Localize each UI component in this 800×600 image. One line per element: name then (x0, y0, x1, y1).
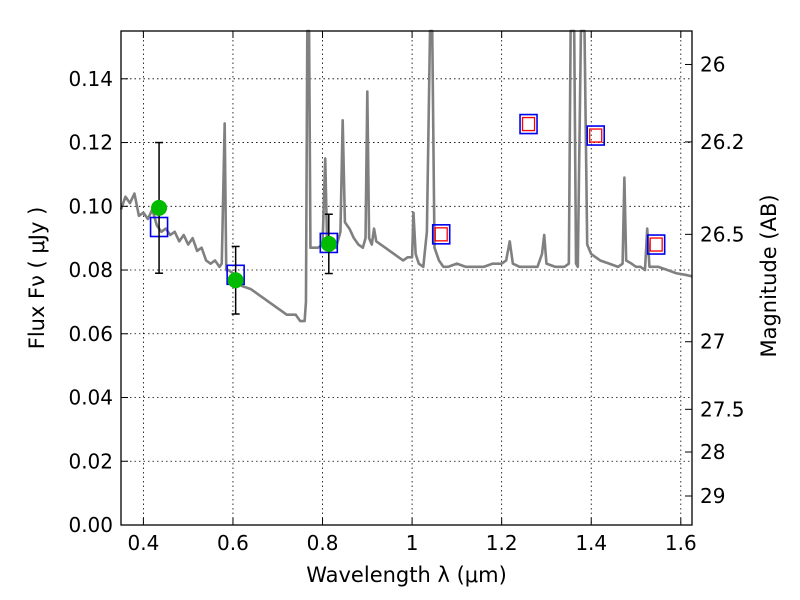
y2-tick-label: 28 (700, 440, 725, 464)
y-tick-label: 0.04 (68, 386, 113, 410)
x-tick-label: 0.6 (217, 531, 249, 555)
y-tick-label: 0.02 (68, 449, 113, 473)
grid (121, 31, 692, 526)
markers-layer (149, 113, 666, 315)
x-tick-label: 1.6 (665, 531, 697, 555)
y2-tick-label: 26 (700, 52, 725, 76)
x-tick-label: 1.4 (575, 531, 607, 555)
spectrum-layer (119, 29, 693, 323)
upper-limit-square (586, 125, 606, 146)
plot-frame (120, 30, 693, 526)
y-tick-label: 0.06 (68, 322, 113, 346)
y2-tick-label: 26.2 (700, 130, 745, 154)
x-axis-label: Wavelength λ (μm) (306, 563, 507, 587)
photometry-point (320, 235, 337, 252)
y2-tick-label: 26.5 (700, 222, 745, 246)
y2-tick-label: 27 (700, 330, 725, 354)
upper-limit-inner-square (434, 227, 448, 242)
upper-limit-square (646, 234, 666, 255)
y-tick-label: 0.12 (68, 131, 113, 155)
y-axis-label: Flux Fν ( μJy ) (25, 207, 49, 350)
upper-limit-square (431, 224, 451, 245)
y2-axis-label: Magnitude (AB) (757, 194, 781, 357)
upper-limit-square (519, 113, 538, 135)
y-tick-label: 0.00 (68, 513, 113, 537)
y-tick-label: 0.14 (68, 67, 113, 91)
y-tick-label: 0.10 (68, 194, 113, 218)
x-tick-label: 0.4 (127, 531, 159, 555)
ticks-layer: 0.4 0.6 0.8 1 1.2 1.4 1.6 0.00 0.02 0.04 0.06 0.08 0… (68, 31, 745, 555)
photometry-point (227, 272, 244, 289)
upper-limit-inner-square (649, 237, 663, 252)
spectrum-line (119, 29, 693, 323)
photometry-point (151, 199, 168, 216)
y2-tick-label: 27.5 (700, 397, 745, 421)
y2-tick-label: 29 (700, 484, 725, 508)
x-tick-label: 1 (406, 531, 419, 555)
y-tick-label: 0.08 (68, 258, 113, 282)
x-tick-label: 0.8 (307, 531, 339, 555)
upper-limit-inner-square (521, 116, 536, 132)
upper-limit-inner-square (589, 128, 603, 143)
x-tick-label: 1.2 (486, 531, 518, 555)
